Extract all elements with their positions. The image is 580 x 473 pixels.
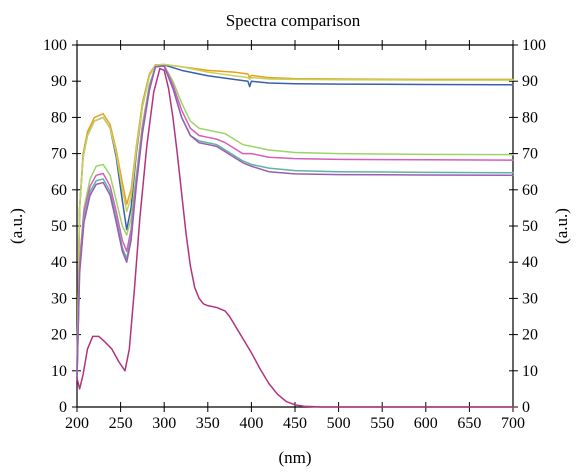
x-tick-label: 600 bbox=[414, 415, 438, 432]
x-tick-label: 650 bbox=[457, 415, 481, 432]
x-tick-label: 350 bbox=[196, 415, 220, 432]
y-tick-label-right: 50 bbox=[522, 218, 538, 235]
x-tick-label: 400 bbox=[239, 415, 263, 432]
series-line-4 bbox=[76, 64, 514, 379]
series-line-6 bbox=[76, 65, 514, 379]
series-line-5 bbox=[76, 64, 514, 379]
y-tick-label-left: 0 bbox=[59, 399, 67, 416]
y-tick-label-right: 30 bbox=[522, 290, 538, 307]
chart-title: Spectra comparison bbox=[226, 11, 361, 30]
x-tick-label: 700 bbox=[501, 415, 525, 432]
y-axis-title-right: (a.u.) bbox=[552, 208, 571, 244]
series-line-8 bbox=[76, 67, 514, 408]
x-tick-label: 450 bbox=[283, 415, 307, 432]
series-lines bbox=[76, 63, 514, 408]
x-tick-label: 500 bbox=[327, 415, 351, 432]
y-tick-label-left: 70 bbox=[51, 146, 67, 163]
series-line-7 bbox=[76, 65, 514, 379]
y-tick-label-right: 40 bbox=[522, 254, 538, 271]
y-tick-label-right: 60 bbox=[522, 182, 538, 199]
y-tick-label-left: 40 bbox=[51, 254, 67, 271]
y-tick-label-left: 10 bbox=[51, 363, 67, 380]
series-line-1 bbox=[76, 63, 514, 372]
x-tick-label: 300 bbox=[152, 415, 176, 432]
y-tick-label-right: 0 bbox=[522, 399, 530, 416]
x-tick-label: 550 bbox=[370, 415, 394, 432]
y-tick-label-right: 90 bbox=[522, 73, 538, 90]
series-line-3 bbox=[76, 63, 514, 372]
y-tick-label-left: 50 bbox=[51, 218, 67, 235]
y-tick-label-left: 100 bbox=[43, 37, 67, 54]
y-tick-label-right: 80 bbox=[522, 109, 538, 126]
y-tick-label-left: 60 bbox=[51, 182, 67, 199]
y-tick-label-right: 10 bbox=[522, 363, 538, 380]
y-tick-label-right: 70 bbox=[522, 146, 538, 163]
y-tick-label-left: 30 bbox=[51, 290, 67, 307]
axes bbox=[76, 44, 514, 408]
x-tick-label: 250 bbox=[109, 415, 133, 432]
y-tick-label-left: 20 bbox=[51, 327, 67, 344]
x-axis-title: (nm) bbox=[278, 448, 311, 467]
y-tick-label-left: 90 bbox=[51, 73, 67, 90]
y-axis-title-left: (a.u.) bbox=[7, 208, 26, 244]
x-tick-label: 200 bbox=[65, 415, 89, 432]
y-tick-label-right: 20 bbox=[522, 327, 538, 344]
y-tick-label-left: 80 bbox=[51, 109, 67, 126]
y-tick-label-right: 100 bbox=[522, 37, 546, 54]
